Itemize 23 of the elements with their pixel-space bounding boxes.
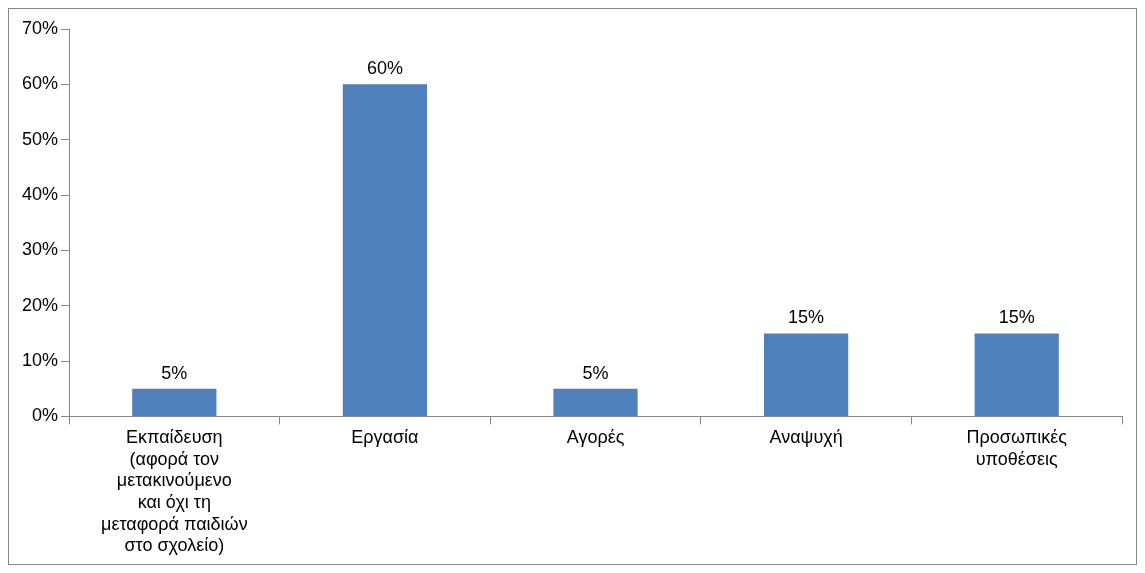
bar	[763, 333, 849, 416]
y-tick-label: 40%	[22, 184, 59, 204]
y-tick-label: 70%	[22, 17, 59, 38]
data-label: 15%	[788, 307, 825, 328]
data-label: 5%	[582, 362, 609, 383]
y-tick-label: 30%	[22, 239, 59, 260]
bar	[974, 333, 1059, 416]
y-tick-label: 10%	[22, 350, 59, 371]
bar	[132, 388, 217, 416]
y-tick-label: 60%	[22, 73, 59, 94]
x-tick-label: Αναψυχή	[769, 427, 843, 448]
x-tick-label: Προσωπικές υποθέσεις	[966, 427, 1068, 469]
data-label: 5%	[161, 362, 188, 383]
y-tick-label: 50%	[22, 128, 59, 149]
bar	[342, 84, 428, 416]
x-tick-label: Εκπαίδευση (αφορά τον μετακινούμενο και όχι τη μεταφορά παιδιών στο σχολείο)	[101, 427, 248, 556]
x-tick-label: Εργασία	[351, 427, 419, 448]
y-tick-label: 0%	[32, 405, 59, 426]
data-label: 60%	[366, 58, 403, 79]
data-label: 15%	[998, 307, 1035, 328]
x-tick-label: Αγορές	[566, 427, 625, 448]
y-tick-label: 20%	[22, 294, 59, 315]
bar	[553, 388, 638, 416]
